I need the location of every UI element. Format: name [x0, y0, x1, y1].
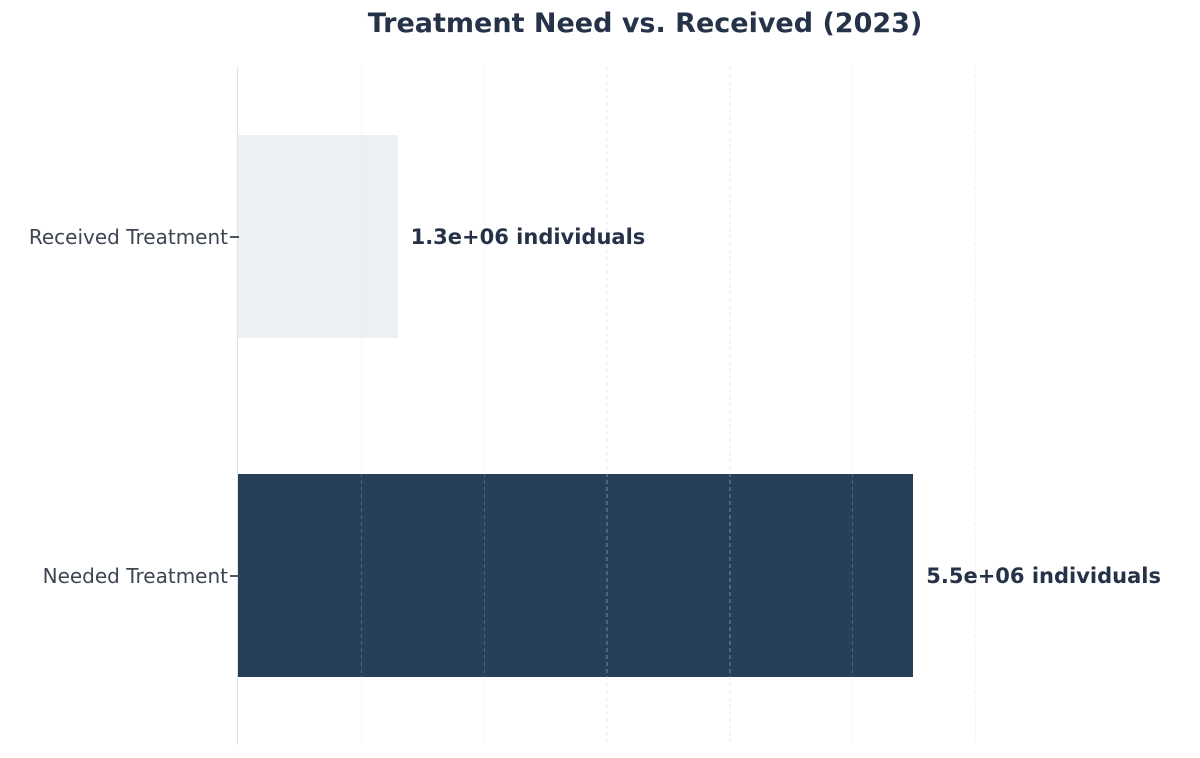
bar-needed-treatment — [238, 473, 914, 678]
value-label-0: 1.3e+06 individuals — [410, 224, 646, 249]
y-axis-spine — [236, 67, 238, 745]
y-tick-mark — [230, 574, 239, 577]
x-gridline — [729, 67, 731, 745]
category-label-1: Needed Treatment — [42, 563, 228, 588]
y-tick-mark — [230, 235, 239, 238]
x-gridline — [974, 67, 977, 745]
x-gridline — [360, 67, 363, 745]
x-gridline — [851, 67, 854, 745]
chart-title: Treatment Need vs. Received (2023) — [367, 8, 923, 39]
value-label-1: 5.5e+06 individuals — [926, 563, 1161, 588]
x-gridline — [483, 67, 486, 745]
plot-area — [236, 67, 1052, 745]
bar-received-treatment — [238, 134, 398, 339]
x-gridline — [606, 67, 608, 745]
category-label-0: Received Treatment — [28, 224, 228, 249]
